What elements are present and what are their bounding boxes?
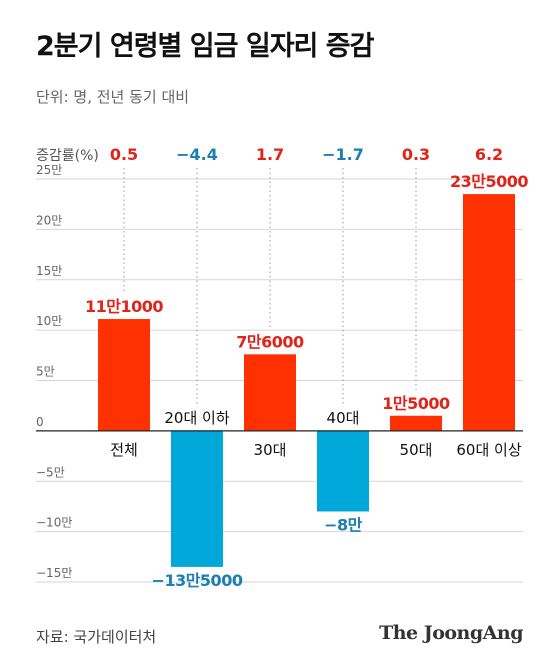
bars bbox=[98, 194, 515, 567]
rate-value: 0.3 bbox=[402, 145, 430, 164]
bar-value-label: 7만6000 bbox=[236, 332, 304, 351]
chart-title: 2분기 연령별 임금 일자리 증감 bbox=[36, 31, 374, 62]
y-axis-ticks: 25만 20만 15만 10만 5만 0 −5만 −10만 −15만 bbox=[36, 163, 72, 580]
y-tick-label: 0 bbox=[36, 415, 44, 429]
bar-value-label: 1만5000 bbox=[382, 394, 450, 413]
rate-header: 증감률(%) bbox=[36, 148, 99, 164]
unit-note: 단위: 명, 전년 동기 대비 bbox=[36, 88, 190, 106]
bar bbox=[98, 319, 150, 431]
bar bbox=[171, 430, 223, 567]
bar-value-label: −13만5000 bbox=[152, 571, 243, 590]
category-label: 60대 이상 bbox=[456, 441, 521, 459]
bar-value-label: 23만5000 bbox=[450, 172, 528, 191]
y-tick-label: −10만 bbox=[36, 516, 72, 530]
rate-value: −4.4 bbox=[176, 145, 218, 164]
bar-value-label: 11만1000 bbox=[85, 297, 163, 316]
y-tick-label: 5만 bbox=[36, 365, 55, 379]
bar bbox=[390, 415, 442, 431]
rate-value: 1.7 bbox=[256, 145, 284, 164]
category-label: 40대 bbox=[327, 409, 360, 427]
data-labels: 11만1000 −13만5000 7만6000 −8만 1만5000 23만5000 bbox=[85, 172, 529, 590]
dotted-guides bbox=[123, 168, 490, 407]
category-label: 30대 bbox=[254, 441, 287, 459]
source-note: 자료: 국가데이터처 bbox=[36, 628, 157, 646]
category-label: 전체 bbox=[110, 441, 138, 459]
brand-logo: The JoongAng bbox=[379, 622, 523, 644]
rate-row: 증감률(%) 0.5 −4.4 1.7 −1.7 0.3 6.2 bbox=[36, 145, 503, 164]
y-tick-label: 25만 bbox=[36, 163, 62, 177]
y-tick-label: 15만 bbox=[36, 264, 62, 278]
category-labels: 전체 20대 이하 30대 40대 50대 60대 이상 bbox=[110, 409, 522, 459]
y-tick-label: −15만 bbox=[36, 566, 72, 580]
bar bbox=[317, 430, 369, 512]
y-tick-label: 20만 bbox=[36, 213, 62, 227]
bar bbox=[463, 194, 515, 431]
bar bbox=[244, 354, 296, 431]
rate-value: 0.5 bbox=[110, 145, 138, 164]
y-tick-label: 10만 bbox=[36, 314, 62, 328]
bar-value-label: −8만 bbox=[324, 515, 363, 534]
category-label: 20대 이하 bbox=[164, 409, 229, 427]
y-tick-label: −5만 bbox=[36, 465, 65, 479]
category-label: 50대 bbox=[400, 441, 433, 459]
rate-value: 6.2 bbox=[475, 145, 503, 164]
rate-value: −1.7 bbox=[322, 145, 364, 164]
